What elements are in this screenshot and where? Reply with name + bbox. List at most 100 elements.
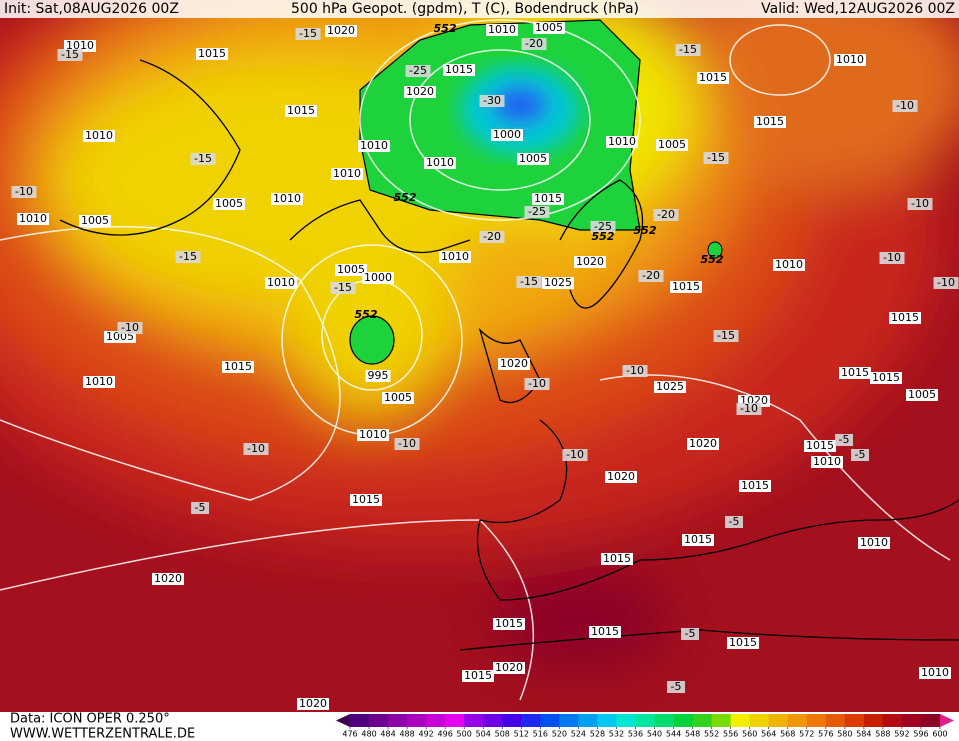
valid-time: Valid: Wed,12AUG2026 00Z <box>761 1 955 17</box>
colorbar-tick-label: 592 <box>894 730 909 739</box>
temperature-label-box <box>835 434 853 446</box>
isobar-label: 1005 <box>384 391 412 404</box>
isobar-label: 1015 <box>534 192 562 205</box>
isobar-label: 1020 <box>500 357 528 370</box>
isobar-label-box <box>606 136 638 148</box>
isobar-label-box <box>362 272 394 284</box>
isobar-label-box <box>17 213 49 225</box>
isobar-label: 1005 <box>908 388 936 401</box>
colorbar-tick-label: 588 <box>875 730 890 739</box>
isobar-label-box <box>358 140 390 152</box>
isobar-label: 1015 <box>699 71 727 84</box>
temperature-label-box <box>175 251 201 263</box>
isobar-label: 1010 <box>860 536 888 549</box>
isobar-label-box <box>424 157 456 169</box>
temperature-label-box <box>394 438 420 450</box>
temperature-label-box <box>725 516 743 528</box>
temperature-label: -20 <box>483 230 501 243</box>
colorbar-cell <box>844 714 865 727</box>
isobar-label-box <box>498 358 530 370</box>
height-label: 552 <box>634 224 657 237</box>
isobar-label: 1010 <box>441 250 469 263</box>
isobar-label: 1025 <box>544 276 572 289</box>
isobar-label-box <box>670 281 702 293</box>
temperature-label-box <box>638 270 664 282</box>
colorbar-cell <box>616 714 636 727</box>
colorbar-cell <box>578 714 598 727</box>
isobar-label-box <box>83 376 115 388</box>
isobar-label: 1005 <box>535 21 563 34</box>
isobar-label: 1015 <box>672 280 700 293</box>
isobar-label: 1015 <box>224 360 252 373</box>
temperature-label: -25 <box>594 220 612 233</box>
isobar-label: 1020 <box>576 255 604 268</box>
temperature-label: -15 <box>679 43 697 56</box>
colorbar-tick-label: 556 <box>723 730 738 739</box>
colorbar-cell <box>787 714 808 727</box>
temperature-label-box <box>667 681 685 693</box>
colorbar-tick-label: 576 <box>818 730 833 739</box>
isobar-label-box <box>493 662 525 674</box>
data-source: Data: ICON OPER 0.250° <box>10 712 170 727</box>
init-time: Init: Sat,08AUG2026 00Z <box>4 1 179 17</box>
isobar-label: 1025 <box>656 380 684 393</box>
temperature-label-box <box>562 449 588 461</box>
isobar-label: 1020 <box>327 24 355 37</box>
temperature-label: -25 <box>409 64 427 77</box>
isobar-label: 1015 <box>287 104 315 117</box>
temperature-label: -15 <box>334 281 352 294</box>
height-label: 552 <box>355 308 378 321</box>
height-label: 552 <box>434 22 457 35</box>
temperature-label-box <box>330 282 356 294</box>
temperature-label: -15 <box>299 27 317 40</box>
isobar-label: 1010 <box>836 53 864 66</box>
isobar-label-box <box>357 429 389 441</box>
map-field: 1010 1015 1020 1010 1005 1015 1020 1000 1005 1010… <box>0 0 959 712</box>
temperature-label: -20 <box>642 269 660 282</box>
isobar-label-box <box>589 626 621 638</box>
temperature-label: -5 <box>729 515 740 528</box>
colorbar-tick-label: 520 <box>552 730 567 739</box>
isobar-label-box <box>532 193 564 205</box>
isobar-label: 995 <box>368 369 389 382</box>
isobar-label-box <box>654 381 686 393</box>
colorbar-cell <box>350 714 370 727</box>
temperature-label-box <box>703 152 729 164</box>
colorbar-tick-label: 552 <box>704 730 719 739</box>
isobar-label-box <box>889 312 921 324</box>
colorbar-cell <box>654 714 675 727</box>
isobar-label-box <box>462 670 494 682</box>
colorbar-cell <box>730 714 751 727</box>
isobar-label: 1015 <box>872 371 900 384</box>
temperature-label-box <box>190 153 216 165</box>
colorbar-cell <box>635 714 656 727</box>
isobar-label: 1000 <box>364 271 392 284</box>
map-labels: 1010 1015 1020 1010 1005 1015 1020 1000 1005 1010… <box>11 21 959 710</box>
isobar-label: 1015 <box>756 115 784 128</box>
isobar-label-box <box>574 256 606 268</box>
colorbar-low-triangle <box>336 714 350 727</box>
temperature-label: -5 <box>839 433 850 446</box>
colorbar-cell <box>464 714 484 727</box>
colorbar-cell <box>711 714 732 727</box>
isobar-label-box <box>331 168 363 180</box>
isobar-label: 1010 <box>813 455 841 468</box>
colorbar-cell <box>673 714 694 727</box>
temperature-label-box <box>879 252 905 264</box>
isobar-label: 1010 <box>921 666 949 679</box>
isobar-label-box <box>739 480 771 492</box>
colorbar-cell <box>863 714 884 727</box>
isobar-label: 1010 <box>333 167 361 180</box>
colorbar-tick-label: 476 <box>342 730 357 739</box>
isobar-label-box <box>325 25 357 37</box>
isobar-label: 1020 <box>299 697 327 710</box>
temperature-label-box <box>521 38 547 50</box>
isobar-label-box <box>605 471 637 483</box>
colorbar-cell <box>445 714 465 727</box>
isobar-label: 1015 <box>495 617 523 630</box>
temperature-label: -15 <box>707 151 725 164</box>
colorbar-cell <box>692 714 713 727</box>
temperature-label: -10 <box>398 437 416 450</box>
isobar-label: 1000 <box>493 128 521 141</box>
isobar-label: 1015 <box>891 311 919 324</box>
